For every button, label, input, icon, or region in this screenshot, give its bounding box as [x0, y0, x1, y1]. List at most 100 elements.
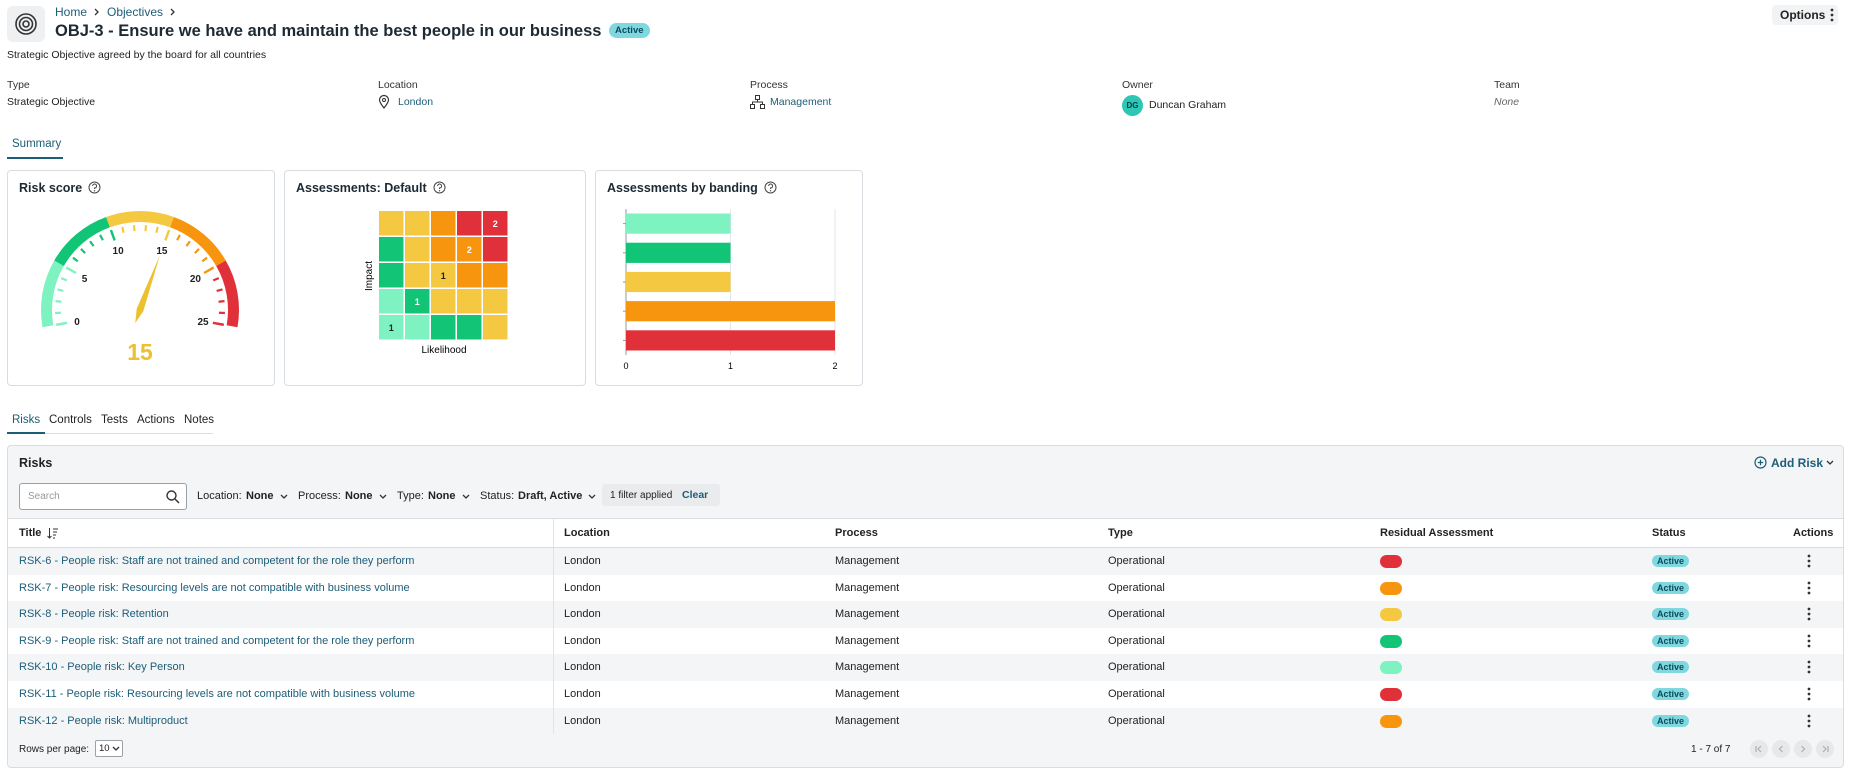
options-label: Options	[1780, 8, 1826, 22]
chart-card: Assessments: Default 2 2 1 1 1 Impact Likelihoo…	[284, 170, 586, 386]
risk-title-link[interactable]: RSK-12 - People risk: Multiproduct	[19, 714, 188, 727]
search-box[interactable]: Search	[19, 483, 187, 510]
chart: 0 5 10 15 20 25 15	[40, 211, 239, 365]
dot	[1807, 591, 1811, 594]
add-risk-button[interactable]: Add Risk	[1754, 455, 1834, 471]
pagination-summary: 1 - 7 of 7	[1691, 744, 1731, 755]
rows-per-page-select[interactable]: 10	[95, 740, 123, 757]
gauge-minor-tick	[155, 226, 159, 233]
pagination-button[interactable]	[1772, 740, 1790, 758]
chart-card: Risk score 0 5 10 15 20 25 15	[7, 170, 275, 386]
tabs-underline	[7, 433, 213, 434]
tab[interactable]: Notes	[184, 414, 215, 426]
field-value: London	[398, 96, 434, 108]
gauge-tick-label: 20	[190, 274, 202, 285]
risks-panel: Risks Add Risk Search Location: None Process:…	[7, 445, 1844, 768]
tab[interactable]: Tests	[101, 414, 128, 426]
column-header: Location	[564, 527, 610, 539]
filter-value: None	[345, 490, 373, 502]
bar	[626, 213, 731, 234]
chart-title: Assessments: Default	[296, 181, 427, 195]
sort-icon	[47, 528, 58, 539]
field-value: Duncan Graham	[1149, 99, 1227, 111]
column-divider	[553, 574, 554, 602]
search-icon	[166, 490, 180, 504]
gauge-minor-tick	[212, 277, 220, 282]
breadcrumb-link[interactable]: Home	[55, 5, 88, 19]
ring	[764, 181, 777, 194]
risk-title-link[interactable]: RSK-11 - People risk: Resourcing levels …	[19, 688, 415, 700]
field-label: Team	[1494, 79, 1520, 91]
status-badge: Active	[1652, 688, 1690, 700]
table-row: RSK-7 - People risk: Resourcing levels a…	[8, 574, 1843, 602]
gauge-minor-tick	[89, 240, 95, 247]
dot	[1830, 8, 1834, 12]
breadcrumb-link[interactable]: Objectives	[107, 5, 164, 19]
summary-tab[interactable]: Summary	[12, 138, 62, 150]
ring	[88, 181, 101, 194]
bar	[626, 271, 731, 293]
column-header: Type	[1108, 527, 1133, 539]
gauge-band	[54, 216, 110, 266]
rows-per-page-value: 10	[99, 743, 110, 754]
chart: 2 2 1 1 1 Impact Likelihood	[364, 211, 508, 356]
table-row: RSK-10 - People risk: Key Person London Ma…	[8, 654, 1843, 681]
kebab-icon	[1807, 581, 1811, 594]
chevron-icon	[280, 494, 288, 499]
clear-filter[interactable]: Clear	[682, 489, 709, 501]
kebab-icon	[1807, 714, 1811, 727]
risk-title-link[interactable]: RSK-9 - People risk: Staff are not train…	[19, 634, 415, 647]
risk-location: London	[564, 555, 601, 567]
page-icon	[1822, 745, 1829, 753]
pagination-button[interactable]	[1816, 740, 1834, 758]
dot	[1807, 714, 1811, 717]
tab[interactable]: Controls	[49, 414, 92, 426]
risk-title-link[interactable]: RSK-10 - People risk: Key Person	[19, 661, 185, 674]
y-axis-label: Impact	[364, 261, 375, 291]
help-icon	[433, 181, 446, 194]
risk-title-link[interactable]: RSK-7 - People risk: Resourcing levels a…	[19, 581, 410, 594]
options-button[interactable]: Options	[1772, 5, 1838, 25]
kebab-icon	[1807, 687, 1811, 701]
residual-indicator	[1380, 714, 1402, 728]
column-header: Actions	[1793, 527, 1834, 539]
dot	[1807, 607, 1811, 611]
heatmap-cell	[483, 289, 508, 314]
chevron	[170, 8, 175, 16]
risk-title-link[interactable]: RSK-8 - People risk: Retention	[19, 608, 169, 621]
arrow	[1755, 745, 1762, 753]
q	[437, 183, 443, 189]
arrow	[1822, 745, 1829, 753]
field-label: Owner	[1122, 79, 1153, 91]
kebab-icon	[1807, 634, 1811, 648]
pagination-button[interactable]	[1794, 740, 1812, 758]
tab[interactable]: Actions	[137, 414, 175, 426]
chevron	[94, 8, 99, 16]
heatmap-cell	[379, 263, 404, 288]
kebab-icon	[1807, 607, 1811, 621]
risks-table: Title Location Process Type Residual Assessm…	[8, 518, 1843, 735]
dot	[1807, 559, 1811, 563]
chevron-icon	[588, 494, 596, 499]
add-icon	[1754, 456, 1767, 469]
dot	[1807, 612, 1811, 616]
chevron-icon	[94, 8, 99, 16]
tab[interactable]: Risks	[12, 414, 41, 426]
q	[92, 183, 98, 189]
risk-title-link[interactable]: RSK-6 - People risk: Staff are not train…	[19, 555, 415, 567]
rows-per-page-label: Rows per page:	[19, 744, 90, 755]
heatmap-cell	[457, 289, 482, 314]
pagination-button[interactable]	[1750, 740, 1768, 758]
heatmap-count: 2	[493, 219, 498, 229]
add-risk-label: Add Risk	[1771, 456, 1824, 470]
dot	[93, 190, 96, 192]
dot	[1807, 564, 1811, 568]
arrow	[1778, 745, 1783, 753]
gauge-minor-tick	[55, 300, 62, 303]
chart-title: Assessments by banding	[607, 181, 758, 195]
kebab-icon	[1830, 8, 1834, 22]
handle	[174, 498, 180, 504]
gauge-minor-tick	[201, 256, 208, 263]
filter-chip: 1 filter applied Clear	[602, 484, 720, 506]
